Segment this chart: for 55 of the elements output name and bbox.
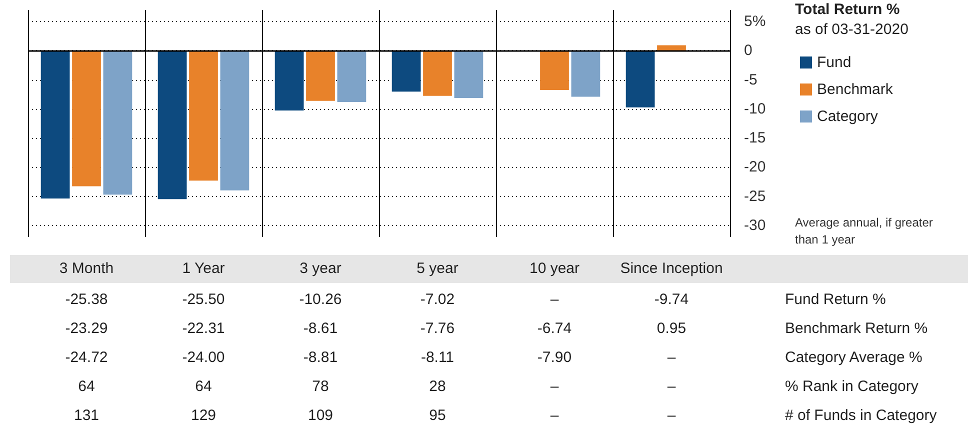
text: Benchmark Return % bbox=[785, 319, 928, 339]
text: Average annual, if greater than 1 year bbox=[795, 216, 936, 246]
data-label: -8.11 bbox=[420, 348, 456, 368]
data-label: -7.90 bbox=[536, 348, 573, 368]
text: 64 bbox=[194, 377, 213, 397]
text: Category Average % bbox=[785, 348, 922, 368]
data-label: -6.74 bbox=[536, 319, 573, 339]
text: – bbox=[667, 407, 676, 424]
text: as of 03-31-2020 bbox=[795, 21, 908, 38]
y-tick-label: -10 bbox=[744, 100, 766, 118]
x-tick-label: 10 year bbox=[529, 260, 580, 277]
text: Fund Return % bbox=[785, 290, 886, 310]
data-label: -7.02 bbox=[419, 290, 456, 310]
text: 131 bbox=[72, 406, 100, 426]
x-tick-label: 3 Month bbox=[59, 260, 114, 277]
y-tick-label: 0 bbox=[744, 42, 752, 60]
text: 28 bbox=[428, 377, 447, 397]
legend-label: Fund bbox=[817, 54, 852, 71]
data-label: -9.74 bbox=[653, 290, 690, 310]
data-label: -24.00 bbox=[181, 348, 226, 368]
text: 95 bbox=[428, 406, 447, 426]
y-tick-label: -5 bbox=[744, 71, 758, 88]
text: 64 bbox=[77, 377, 96, 397]
data-label: -25.38 bbox=[64, 290, 109, 310]
data-label: -7.76 bbox=[419, 319, 456, 339]
y-tick-label: 5% bbox=[744, 13, 766, 30]
text: 109 bbox=[306, 406, 334, 426]
text: – bbox=[549, 377, 560, 397]
data-label: -10.26 bbox=[298, 290, 343, 310]
text: % Rank in Category bbox=[785, 377, 918, 397]
text: # of Funds in Category bbox=[785, 406, 937, 426]
data-label: -24.72 bbox=[64, 348, 109, 368]
y-tick-label: -30 bbox=[744, 216, 766, 234]
x-tick-label: 3 year bbox=[300, 260, 342, 277]
text: 78 bbox=[311, 377, 330, 397]
y-tick-label: -15 bbox=[744, 130, 766, 147]
legend-title: Total Return % bbox=[795, 1, 900, 18]
text: – bbox=[550, 407, 559, 424]
legend-label: Category bbox=[817, 108, 878, 125]
data-label: 0.95 bbox=[656, 319, 688, 339]
data-label: -23.29 bbox=[64, 319, 109, 339]
data-label: -8.61 bbox=[302, 319, 339, 339]
legend-label: Benchmark bbox=[817, 81, 894, 98]
text: – bbox=[549, 290, 560, 310]
text: – bbox=[666, 348, 677, 368]
data-label: -25.50 bbox=[181, 290, 226, 310]
data-label: -8.81 bbox=[302, 348, 339, 368]
x-tick-label: Since Inception bbox=[620, 260, 723, 277]
y-tick-label: -25 bbox=[744, 188, 766, 205]
data-label: -22.31 bbox=[181, 319, 226, 339]
text: 129 bbox=[190, 406, 218, 426]
x-tick-label: 1 Year bbox=[182, 260, 225, 277]
text: – bbox=[666, 377, 677, 397]
y-tick-label: -20 bbox=[744, 158, 766, 176]
x-tick-label: 5 year bbox=[416, 260, 458, 277]
